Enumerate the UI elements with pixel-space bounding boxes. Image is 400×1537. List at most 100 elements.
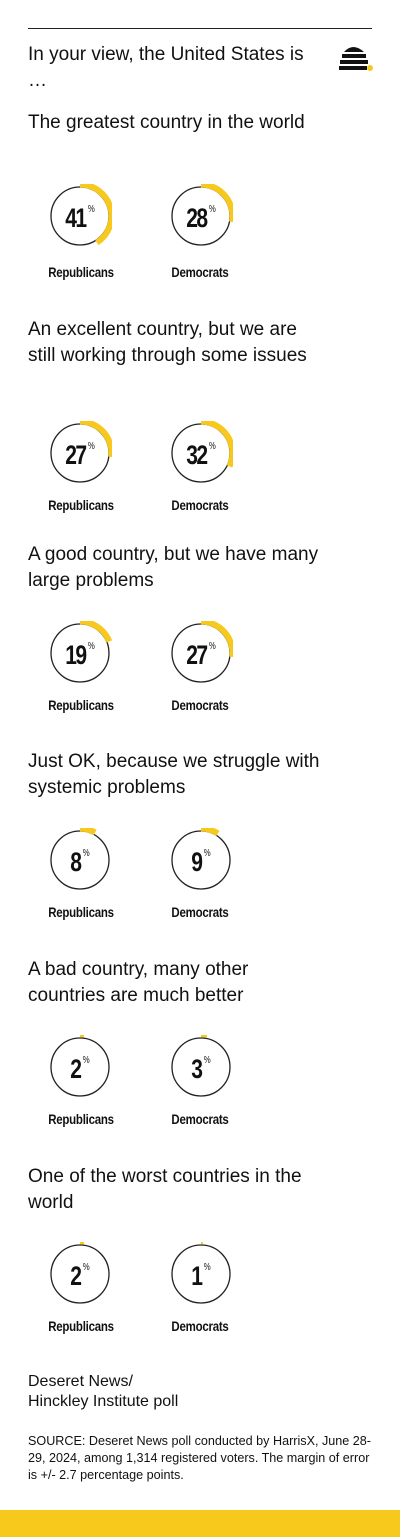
donut-ring — [171, 1037, 231, 1097]
percent-sign: % — [203, 847, 211, 859]
percent-sign: % — [208, 203, 216, 215]
donut-chart — [171, 621, 233, 683]
percent-sign: % — [87, 640, 95, 652]
group-label: Democrats — [171, 497, 229, 513]
donut-democrats: 28% — [169, 184, 233, 248]
value-number: 9 — [191, 846, 203, 877]
donut-chart — [50, 1242, 110, 1304]
donut-republicans: 2% — [48, 1242, 112, 1306]
value-number: 27 — [186, 639, 208, 670]
donut-ring — [50, 623, 110, 683]
percent-sign: % — [87, 440, 95, 452]
donut-value: 19% — [55, 621, 105, 685]
donut-ring — [50, 1244, 110, 1304]
donut-value: 28% — [176, 184, 226, 248]
donut-value: 9% — [176, 828, 226, 892]
donut-chart — [50, 1035, 110, 1097]
donut-democrats: 1% — [169, 1242, 233, 1306]
value-number: 1 — [191, 1260, 203, 1291]
donut-value-arc — [79, 421, 112, 458]
donut-value-arc — [200, 1035, 208, 1038]
donut-chart — [171, 421, 233, 483]
donut-chart — [171, 1242, 231, 1304]
donut-republicans: 41% — [48, 184, 112, 248]
donut-chart — [50, 184, 112, 246]
donut-value: 1% — [176, 1242, 226, 1306]
question-title: A good country, but we have many large p… — [28, 544, 319, 591]
donut-democrats: 32% — [169, 421, 233, 485]
question-title: A bad country, many other countries are … — [28, 959, 249, 1006]
donut-democrats: 27% — [169, 621, 233, 685]
percent-sign: % — [82, 1261, 90, 1273]
value-number: 19 — [65, 639, 87, 670]
question-title: One of the worst countries in the world — [28, 1166, 302, 1213]
value-number: 2 — [70, 1053, 82, 1084]
donut-value: 41% — [55, 184, 105, 248]
value-number: 2 — [70, 1260, 82, 1291]
donut-chart — [171, 184, 233, 246]
donut-chart — [50, 621, 112, 683]
value-number: 8 — [70, 846, 82, 877]
value-number: 28 — [186, 202, 208, 233]
percent-sign: % — [82, 847, 90, 859]
donut-chart — [50, 421, 112, 483]
donut-value: 2% — [55, 1242, 105, 1306]
donut-republicans: 19% — [48, 621, 112, 685]
donut-ring — [171, 830, 231, 890]
donut-democrats: 3% — [169, 1035, 233, 1099]
group-label: Democrats — [171, 1111, 229, 1127]
percent-sign: % — [87, 203, 95, 215]
donut-value: 32% — [176, 421, 226, 485]
donut-chart — [50, 828, 110, 890]
intro-heading: In your view, the United States is … — [28, 44, 304, 91]
donut-value-arc — [200, 828, 220, 837]
donut-value-arc — [79, 828, 97, 836]
percent-sign: % — [208, 440, 216, 452]
group-label: Republicans — [48, 497, 114, 513]
donut-chart — [171, 828, 231, 890]
donut-republicans: 2% — [48, 1035, 112, 1099]
donut-value-arc — [200, 621, 233, 658]
group-label: Republicans — [48, 904, 114, 920]
value-number: 27 — [65, 439, 87, 470]
group-label: Republicans — [48, 264, 114, 280]
donut-value: 3% — [176, 1035, 226, 1099]
publisher-line-2: Hinckley Institute poll — [28, 1393, 179, 1410]
group-label: Republicans — [48, 1111, 114, 1127]
question-title: The greatest country in the world — [28, 112, 305, 133]
donut-chart — [171, 1035, 231, 1097]
donut-republicans: 8% — [48, 828, 112, 892]
value-number: 3 — [191, 1053, 203, 1084]
group-label: Democrats — [171, 264, 229, 280]
beehive-icon — [339, 47, 373, 71]
donut-value: 27% — [176, 621, 226, 685]
percent-sign: % — [82, 1054, 90, 1066]
donut-value-arc — [79, 184, 112, 246]
value-number: 41 — [65, 202, 87, 233]
donut-value-arc — [79, 621, 112, 643]
donut-value: 8% — [55, 828, 105, 892]
top-rule — [28, 28, 372, 29]
group-label: Republicans — [48, 697, 114, 713]
donut-democrats: 9% — [169, 828, 233, 892]
donut-ring — [171, 1244, 231, 1304]
question-title: Just OK, because we struggle with system… — [28, 751, 320, 798]
percent-sign: % — [203, 1261, 211, 1273]
group-label: Republicans — [48, 1318, 114, 1334]
donut-value-arc — [200, 184, 233, 223]
percent-sign: % — [208, 640, 216, 652]
donut-value: 27% — [55, 421, 105, 485]
donut-ring — [50, 1037, 110, 1097]
bottom-accent-bar — [0, 1510, 400, 1537]
group-label: Democrats — [171, 904, 229, 920]
publisher-title: Deseret News/ Hinckley Institute poll — [28, 1372, 178, 1412]
donut-value-arc — [200, 421, 233, 468]
percent-sign: % — [203, 1054, 211, 1066]
donut-value: 2% — [55, 1035, 105, 1099]
source-note: SOURCE: Deseret News poll conducted by H… — [28, 1434, 371, 1482]
question-title: An excellent country, but we are still w… — [28, 319, 307, 366]
group-label: Democrats — [171, 697, 229, 713]
group-label: Democrats — [171, 1318, 229, 1334]
publisher-line-1: Deseret News/ — [28, 1373, 133, 1390]
donut-republicans: 27% — [48, 421, 112, 485]
